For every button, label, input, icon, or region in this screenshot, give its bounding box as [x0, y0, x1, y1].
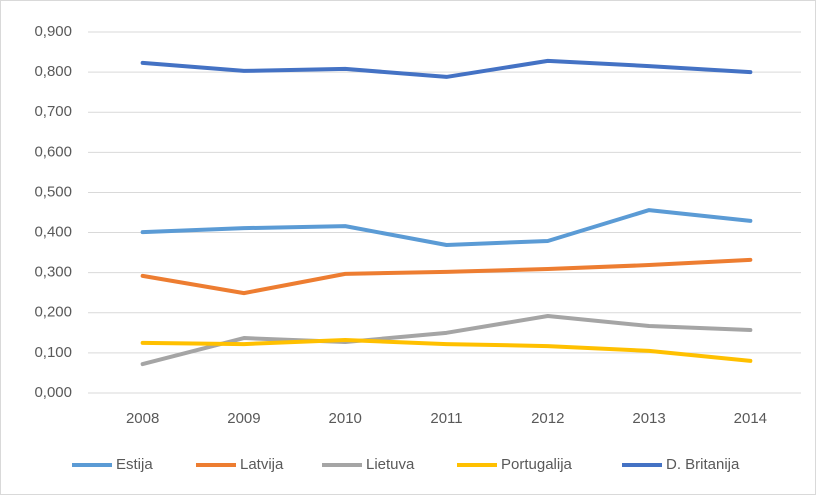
y-tick-label: 0,500 — [34, 183, 72, 200]
series-line — [140, 208, 753, 247]
legend-label: Portugalija — [501, 456, 573, 473]
y-tick-label: 0,900 — [34, 23, 72, 40]
x-tick-label: 2009 — [227, 410, 260, 427]
legend-label: Estija — [116, 456, 153, 473]
series-line — [140, 338, 753, 363]
y-tick-label: 0,600 — [34, 143, 72, 160]
series-line — [140, 58, 753, 79]
x-tick-label: 2013 — [632, 410, 665, 427]
series-line — [140, 257, 753, 296]
x-tick-label: 2012 — [531, 410, 564, 427]
x-tick-label: 2008 — [126, 410, 159, 427]
legend-label: Latvija — [240, 456, 284, 473]
legend-label: Lietuva — [366, 456, 415, 473]
y-tick-label: 0,700 — [34, 103, 72, 120]
y-tick-label: 0,400 — [34, 224, 72, 241]
x-tick-label: 2014 — [734, 410, 767, 427]
y-tick-label: 0,300 — [34, 264, 72, 281]
series-line — [140, 313, 753, 367]
y-tick-label: 0,200 — [34, 304, 72, 321]
x-tick-label: 2010 — [329, 410, 362, 427]
x-tick-label: 2011 — [430, 410, 462, 427]
y-tick-label: 0,000 — [34, 384, 72, 401]
y-tick-label: 0,100 — [34, 344, 72, 361]
legend-label: D. Britanija — [666, 456, 740, 473]
y-tick-label: 0,800 — [34, 63, 72, 80]
